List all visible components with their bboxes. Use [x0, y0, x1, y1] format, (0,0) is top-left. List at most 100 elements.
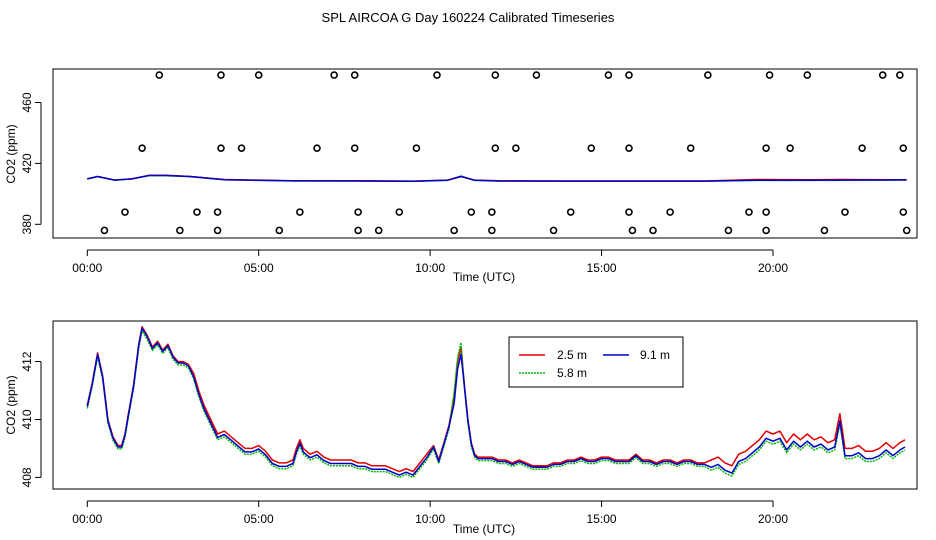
top-scatter-point — [467, 208, 476, 216]
top-scatter-point — [450, 226, 458, 235]
bottom-y-tick-label: 412 — [20, 351, 34, 371]
top-lines — [87, 174, 907, 183]
figure-title: SPL AIRCOA G Day 160224 Calibrated Times… — [322, 10, 615, 25]
top-scatter-point — [354, 226, 362, 235]
top-scatter-point — [121, 208, 129, 216]
top-scatter-point — [193, 208, 201, 216]
top-scatter-point — [488, 208, 496, 216]
legend-label-2-5m: 2.5 m — [557, 348, 587, 362]
bottom-series-line-9-1m — [86, 327, 906, 476]
top-scatter-point — [566, 208, 575, 216]
top-scatter-point — [549, 226, 558, 235]
legend-box — [508, 336, 684, 388]
top-scatter-point — [896, 71, 904, 79]
top-scatter-point — [350, 71, 359, 79]
top-scatter-point — [217, 144, 225, 152]
top-scatter-point — [237, 144, 246, 152]
top-scatter-point — [628, 226, 637, 235]
top-scatter-point — [765, 71, 774, 79]
top-scatter-point — [374, 226, 383, 235]
top-scatter-point — [330, 71, 338, 79]
bottom-lines — [86, 326, 906, 479]
bottom-x-tick-label: 00:00 — [72, 512, 102, 526]
top-scatter-point — [625, 144, 633, 152]
top-scatter-point — [138, 144, 146, 152]
top-scatter-point — [762, 208, 770, 216]
top-scatter-point — [858, 144, 866, 152]
top-scatter-point — [786, 144, 794, 152]
top-scatter-point — [354, 208, 362, 216]
top-plot-frame — [52, 68, 918, 239]
top-scatter-point — [803, 71, 812, 79]
bottom-y-axis-title: CO2 (ppm) — [4, 375, 18, 434]
top-scatter-point — [902, 226, 911, 235]
top-scatter-point — [532, 71, 541, 79]
bottom-x-axis: 00:00 05:00 10:00 15:00 20:00 — [72, 500, 788, 526]
top-scatter-point — [491, 144, 500, 152]
legend-label-9-1m: 9.1 m — [640, 348, 670, 362]
top-scatter-point — [625, 208, 633, 216]
top-y-tick-label: 460 — [20, 92, 34, 112]
top-scatter-point — [254, 71, 263, 79]
legend: 2.5 m 9.1 m 5.8 m — [508, 336, 684, 388]
top-scatter-point — [724, 226, 733, 235]
top-y-tick-label: 380 — [20, 214, 34, 234]
bottom-x-tick-label: 20:00 — [758, 512, 788, 526]
top-y-tick-label: 420 — [20, 153, 34, 173]
top-y-axis-title: CO2 (ppm) — [4, 124, 18, 183]
bottom-x-tick-label: 15:00 — [587, 512, 617, 526]
top-scatter-point — [878, 71, 887, 79]
top-x-tick-label: 20:00 — [758, 261, 788, 275]
bottom-y-axis: 408 410 412 — [20, 351, 42, 487]
top-scatter-point — [745, 208, 753, 216]
top-scatter-point — [762, 144, 770, 152]
bottom-plot-frame — [52, 320, 918, 490]
top-scatter-point — [491, 71, 500, 79]
top-x-tick-label: 15:00 — [587, 261, 617, 275]
top-x-axis: 00:00 05:00 10:00 15:00 20:00 — [72, 249, 788, 275]
top-scatter-point — [704, 71, 712, 79]
top-scatter-point — [433, 71, 441, 79]
top-scatter-point — [350, 144, 359, 152]
top-scatter-point — [587, 144, 596, 152]
top-scatter-point — [762, 226, 770, 235]
top-scatter-point — [412, 144, 421, 152]
top-y-axis: 380 420 460 — [20, 92, 42, 234]
top-x-tick-label: 00:00 — [72, 261, 102, 275]
top-scatter-point — [275, 226, 284, 235]
top-scatter-point — [213, 208, 222, 216]
legend-label-5-8m: 5.8 m — [557, 366, 587, 380]
bottom-series-line-5-8m — [86, 330, 906, 479]
top-scatter-point — [625, 71, 633, 79]
top-scatter-point — [841, 208, 849, 216]
top-scatter-point — [686, 144, 695, 152]
top-x-axis-title: Time (UTC) — [453, 270, 515, 284]
top-scatter-point — [176, 226, 184, 235]
bottom-panel: 00:00 05:00 10:00 15:00 20:00 408 410 412 Time… — [4, 320, 918, 536]
bottom-series-line-2-5m — [86, 326, 906, 473]
top-series-line-9-1m — [87, 174, 907, 182]
top-scatter-point — [313, 144, 321, 152]
top-scatter-point — [155, 71, 164, 79]
top-scatter-point — [820, 226, 829, 235]
top-x-tick-label: 10:00 — [415, 261, 445, 275]
top-scatter-point — [512, 144, 520, 152]
bottom-y-tick-label: 408 — [20, 467, 34, 487]
top-scatter-point — [100, 226, 109, 235]
bottom-x-tick-label: 10:00 — [415, 512, 445, 526]
top-scatter-point — [899, 208, 908, 216]
top-scatter-point — [649, 226, 657, 235]
bottom-y-tick-label: 410 — [20, 409, 34, 429]
top-scatter-point — [604, 71, 613, 79]
top-scatter-point — [488, 226, 496, 235]
top-scatter-point — [899, 144, 908, 152]
top-scatter-points — [100, 71, 911, 235]
bottom-x-tick-label: 05:00 — [244, 512, 274, 526]
bottom-x-axis-title: Time (UTC) — [453, 522, 515, 536]
top-x-tick-label: 05:00 — [244, 261, 274, 275]
top-scatter-point — [213, 226, 222, 235]
top-panel: 00:00 05:00 10:00 15:00 20:00 380 420 460 Time… — [4, 68, 918, 284]
top-scatter-point — [217, 71, 225, 79]
top-scatter-point — [395, 208, 404, 216]
